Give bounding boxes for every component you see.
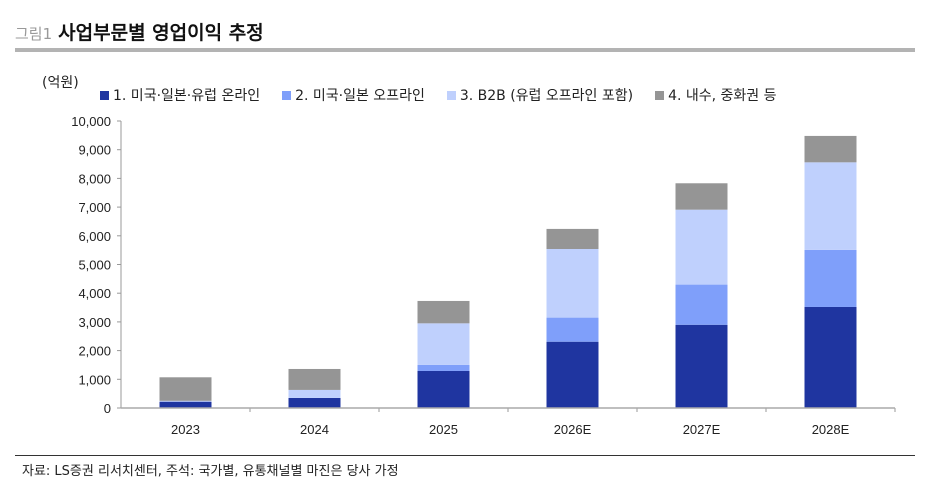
bar-segment bbox=[159, 401, 212, 408]
bar-segment bbox=[675, 183, 728, 210]
legend-swatch bbox=[446, 90, 456, 100]
y-tick-label: 1,000 bbox=[78, 372, 111, 387]
bar-segment bbox=[159, 400, 212, 402]
y-tick-label: 10,000 bbox=[71, 114, 111, 129]
x-tick-label: 2024 bbox=[300, 422, 329, 437]
title-divider bbox=[15, 48, 915, 52]
title-text: 사업부문별 영업이익 추정 bbox=[58, 22, 264, 44]
legend-item: 4. 내수, 중화권 등 bbox=[655, 85, 777, 105]
source-divider bbox=[15, 455, 915, 456]
legend-swatch bbox=[282, 90, 292, 100]
bar-segment bbox=[675, 284, 728, 325]
bar-segment bbox=[417, 370, 470, 408]
bar-segment bbox=[288, 397, 341, 408]
legend: 1. 미국·일본·유럽 온라인 2. 미국·일본 오프라인 3. B2B (유럽 오… bbox=[100, 85, 777, 105]
legend-label: 1. 미국·일본·유럽 온라인 bbox=[113, 88, 261, 104]
bar-segment bbox=[546, 249, 599, 318]
x-tick-label: 2023 bbox=[171, 422, 200, 437]
y-tick-label: 6,000 bbox=[78, 229, 111, 244]
x-tick-label: 2028E bbox=[812, 422, 850, 437]
x-tick-label: 2026E bbox=[554, 422, 592, 437]
legend-label: 3. B2B (유럽 오프라인 포함) bbox=[459, 88, 634, 104]
legend-swatch bbox=[100, 90, 109, 100]
y-tick-label: 4,000 bbox=[78, 286, 111, 301]
y-tick-label: 3,000 bbox=[78, 315, 111, 330]
bar-segment bbox=[546, 341, 599, 408]
bar-segment bbox=[417, 364, 470, 371]
legend-label: 4. 내수, 중화권 등 bbox=[668, 88, 777, 104]
figure-label: 그림1 bbox=[15, 25, 53, 43]
y-tick-label: 9,000 bbox=[78, 143, 111, 158]
x-tick-label: 2027E bbox=[683, 422, 721, 437]
y-tick-label: 5,000 bbox=[78, 258, 111, 273]
bar-segment bbox=[417, 323, 470, 365]
bar-segment bbox=[288, 389, 341, 398]
legend-label: 2. 미국·일본 오프라인 bbox=[295, 88, 425, 104]
y-tick-label: 7,000 bbox=[78, 200, 111, 215]
y-tick-label: 8,000 bbox=[78, 171, 111, 186]
source-note: 자료: LS증권 리서치센터, 주석: 국가별, 유통채널별 마진은 당사 가정 bbox=[22, 464, 399, 479]
legend-swatch bbox=[655, 90, 665, 100]
y-axis-unit: (억원) bbox=[42, 75, 79, 91]
bar-segment bbox=[546, 228, 599, 250]
bar-segment bbox=[159, 377, 212, 401]
bar-segment bbox=[804, 162, 857, 250]
y-tick-label: 0 bbox=[104, 401, 111, 416]
bar-segment bbox=[675, 209, 728, 285]
legend-item: 3. B2B (유럽 오프라인 포함) bbox=[446, 85, 634, 105]
x-tick-label: 2025 bbox=[429, 422, 458, 437]
legend-item: 2. 미국·일본 오프라인 bbox=[282, 85, 425, 105]
bar-segment bbox=[804, 135, 857, 163]
bar-segment bbox=[288, 368, 341, 390]
figure-title: 그림1 사업부문별 영업이익 추정 bbox=[15, 18, 264, 45]
bar-segment bbox=[804, 306, 857, 408]
bar-segment bbox=[417, 300, 470, 324]
bar-segment bbox=[546, 317, 599, 342]
y-tick-label: 2,000 bbox=[78, 344, 111, 359]
legend-item: 1. 미국·일본·유럽 온라인 bbox=[100, 85, 260, 105]
bar-segment bbox=[675, 324, 728, 408]
bar-segment bbox=[804, 249, 857, 307]
